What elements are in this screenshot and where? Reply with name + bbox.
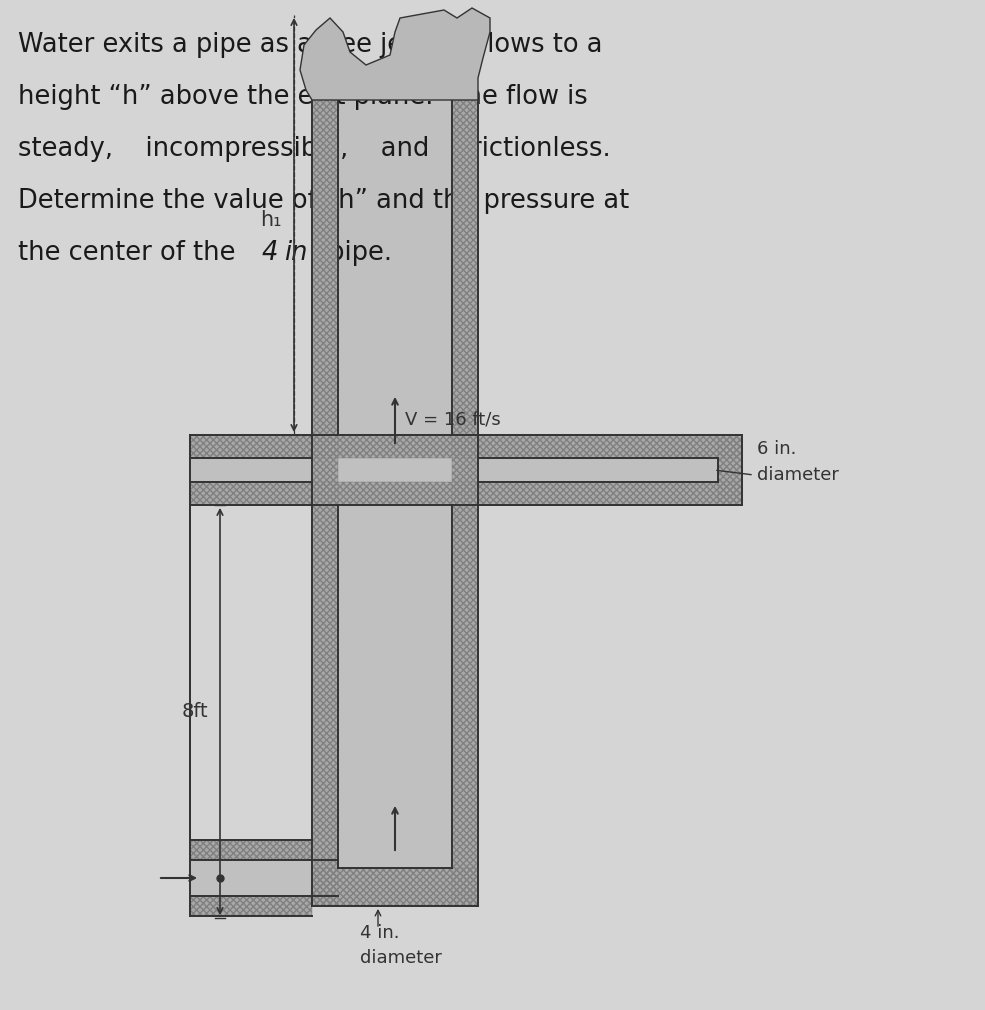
Bar xyxy=(190,435,742,458)
Text: pipe.: pipe. xyxy=(320,240,392,266)
Bar xyxy=(452,435,478,906)
Bar xyxy=(718,435,742,505)
Text: steady,    incompressible,    and    frictionless.: steady, incompressible, and frictionless… xyxy=(18,136,611,162)
Text: the center of the: the center of the xyxy=(18,240,243,266)
Bar xyxy=(338,100,452,435)
Bar xyxy=(452,100,478,435)
Bar xyxy=(190,840,312,860)
Bar xyxy=(190,840,312,860)
Text: V = 16 ft/s: V = 16 ft/s xyxy=(405,411,500,429)
Bar xyxy=(190,435,742,458)
Bar xyxy=(190,896,312,916)
Text: in: in xyxy=(284,240,307,266)
Bar xyxy=(190,482,742,505)
Bar xyxy=(190,896,312,916)
Text: Water exits a pipe as a free jet and flows to a: Water exits a pipe as a free jet and flo… xyxy=(18,32,603,58)
Bar xyxy=(190,458,718,482)
Bar xyxy=(312,868,478,906)
Bar xyxy=(452,435,478,906)
Bar xyxy=(312,100,338,435)
Text: 4 in.
diameter: 4 in. diameter xyxy=(360,924,442,967)
Bar xyxy=(190,860,338,896)
Bar xyxy=(452,100,478,435)
Polygon shape xyxy=(300,8,490,100)
Bar xyxy=(312,435,338,906)
Text: Determine the value of “h” and the pressure at: Determine the value of “h” and the press… xyxy=(18,188,629,214)
Text: h₁: h₁ xyxy=(260,210,282,230)
Bar xyxy=(312,100,338,435)
Text: 4: 4 xyxy=(262,240,279,266)
Bar xyxy=(190,482,742,505)
Bar xyxy=(312,868,478,906)
Text: 8ft: 8ft xyxy=(181,702,208,721)
Bar xyxy=(338,505,452,868)
Text: height “h” above the exit plane.  The flow is: height “h” above the exit plane. The flo… xyxy=(18,84,588,110)
Text: 6 in.
diameter: 6 in. diameter xyxy=(757,440,839,484)
Bar xyxy=(718,435,742,505)
Bar xyxy=(312,435,338,906)
